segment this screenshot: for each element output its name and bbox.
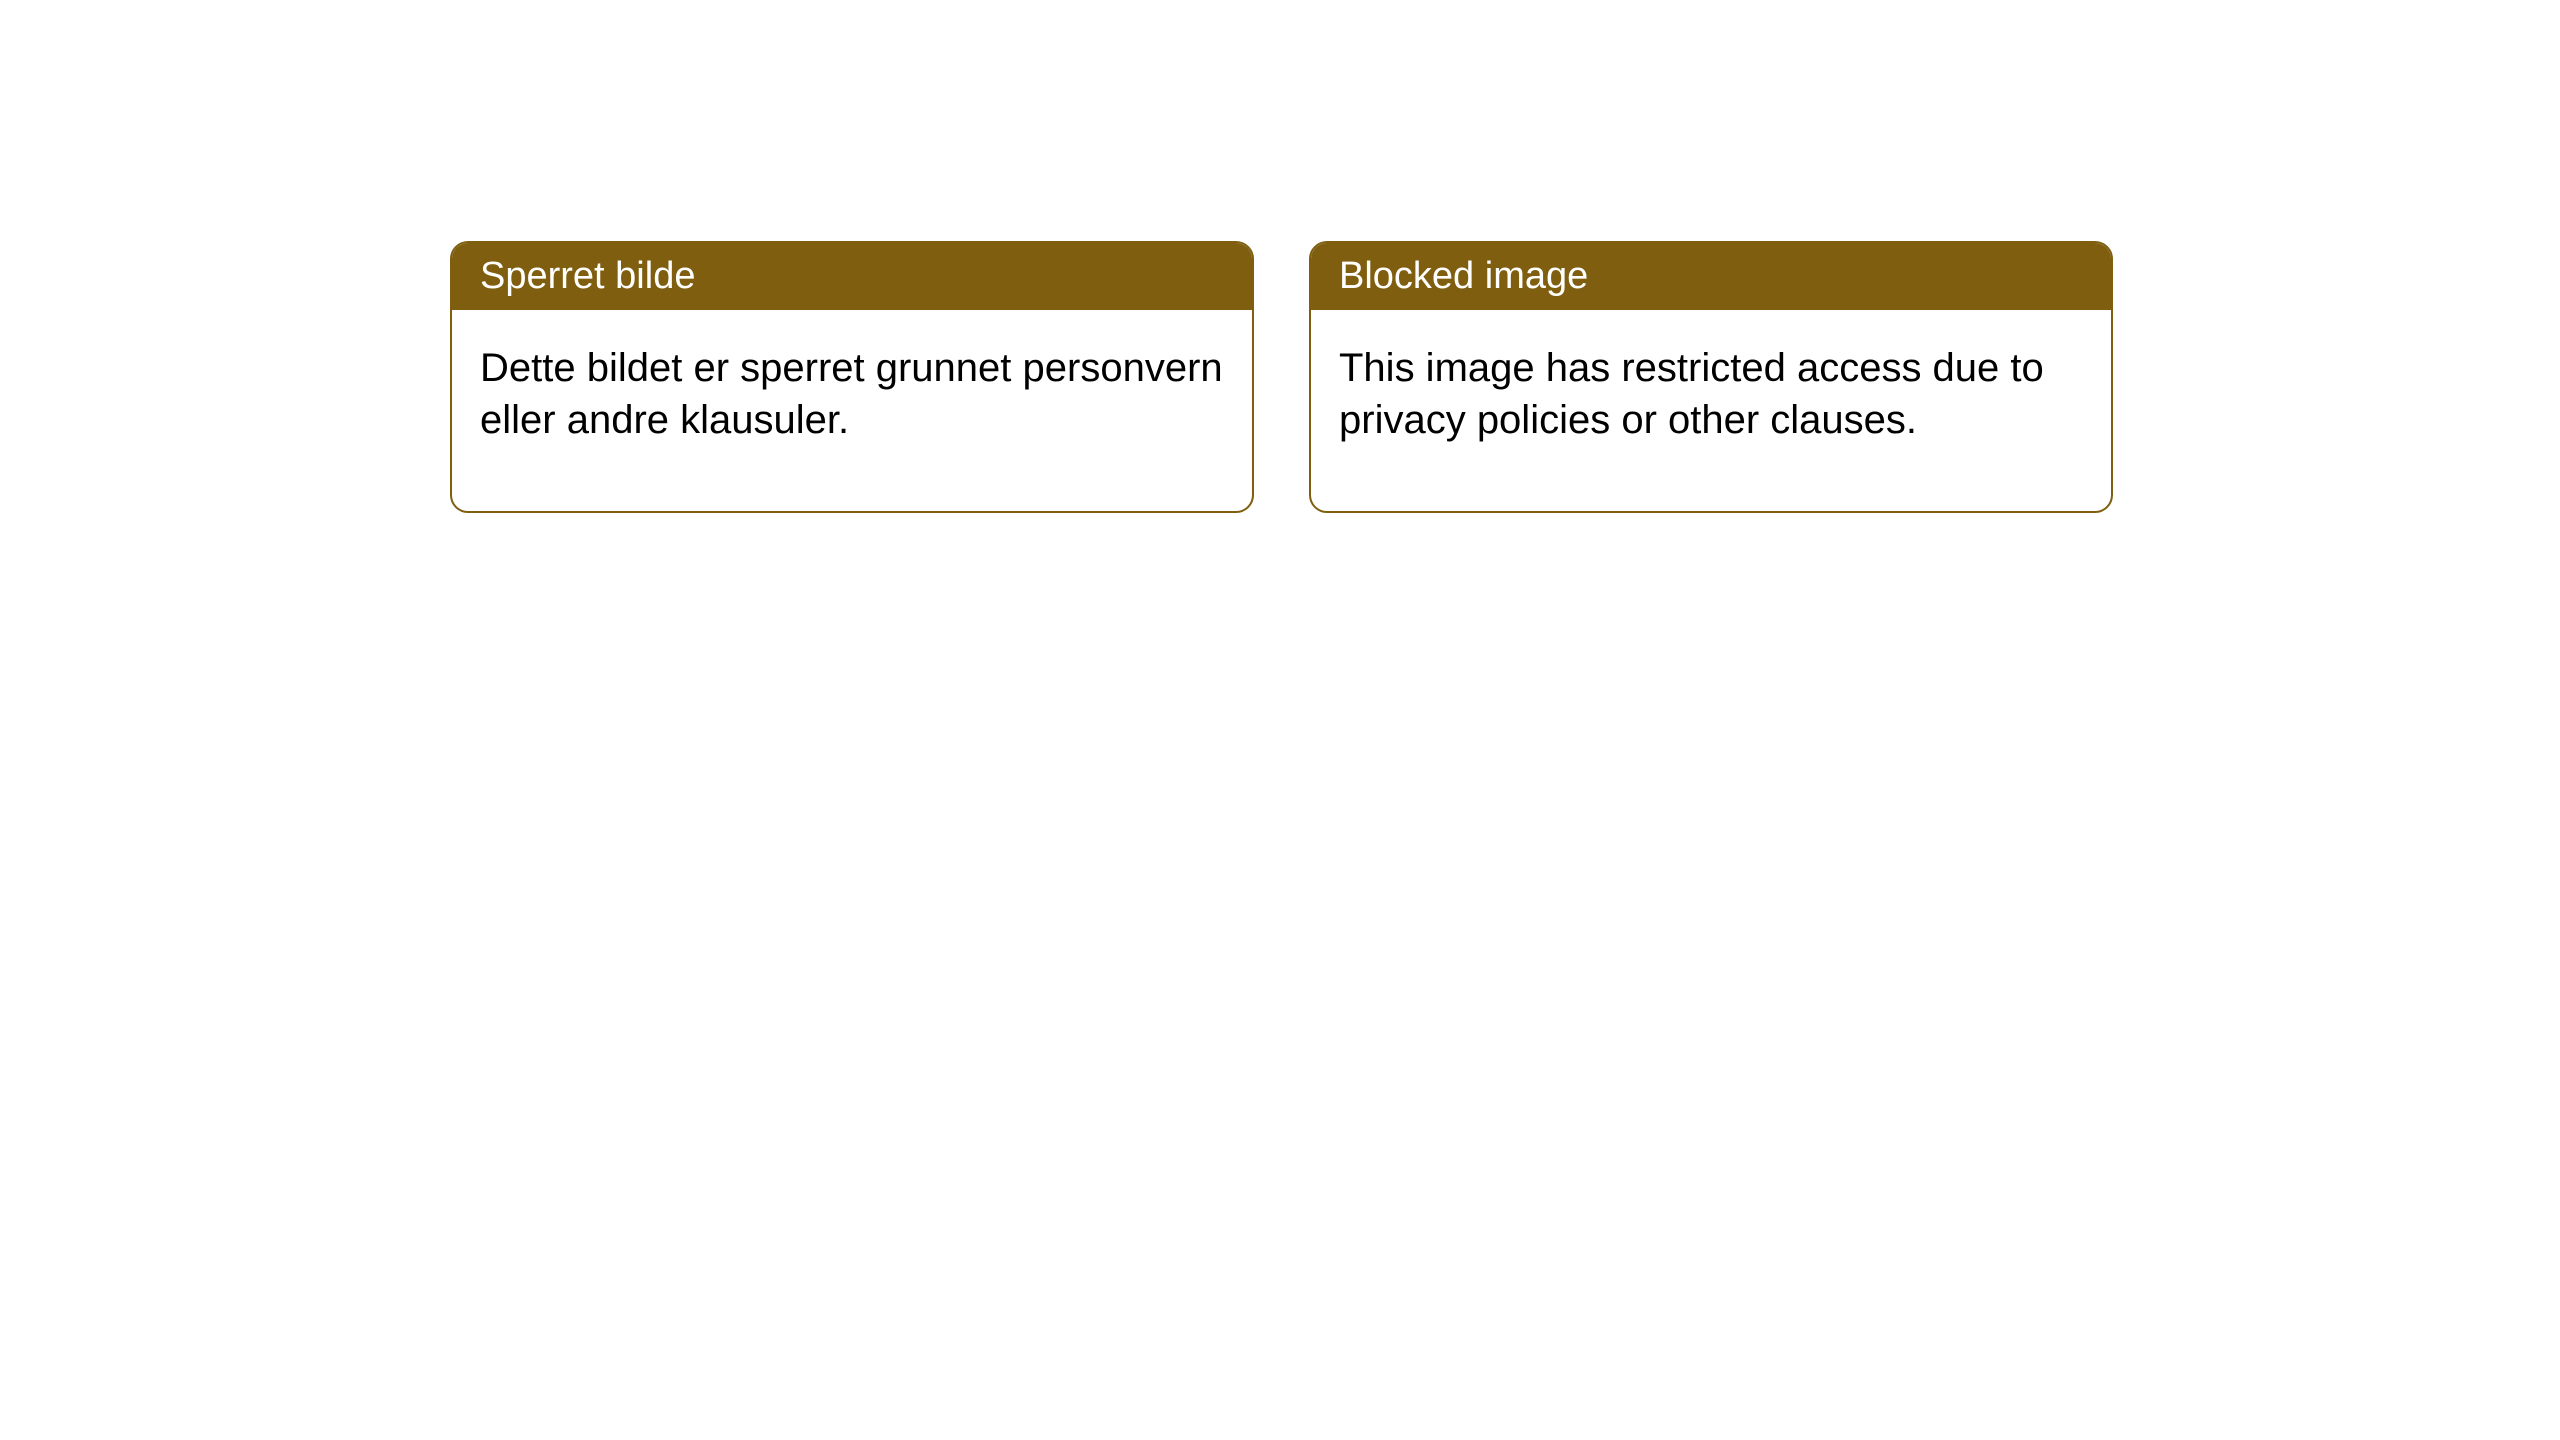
notice-card-english: Blocked image This image has restricted …: [1309, 241, 2113, 513]
notice-container: Sperret bilde Dette bildet er sperret gr…: [450, 241, 2113, 513]
notice-title: Sperret bilde: [452, 243, 1252, 310]
notice-body: Dette bildet er sperret grunnet personve…: [452, 310, 1252, 511]
notice-title: Blocked image: [1311, 243, 2111, 310]
notice-card-norwegian: Sperret bilde Dette bildet er sperret gr…: [450, 241, 1254, 513]
notice-body: This image has restricted access due to …: [1311, 310, 2111, 511]
